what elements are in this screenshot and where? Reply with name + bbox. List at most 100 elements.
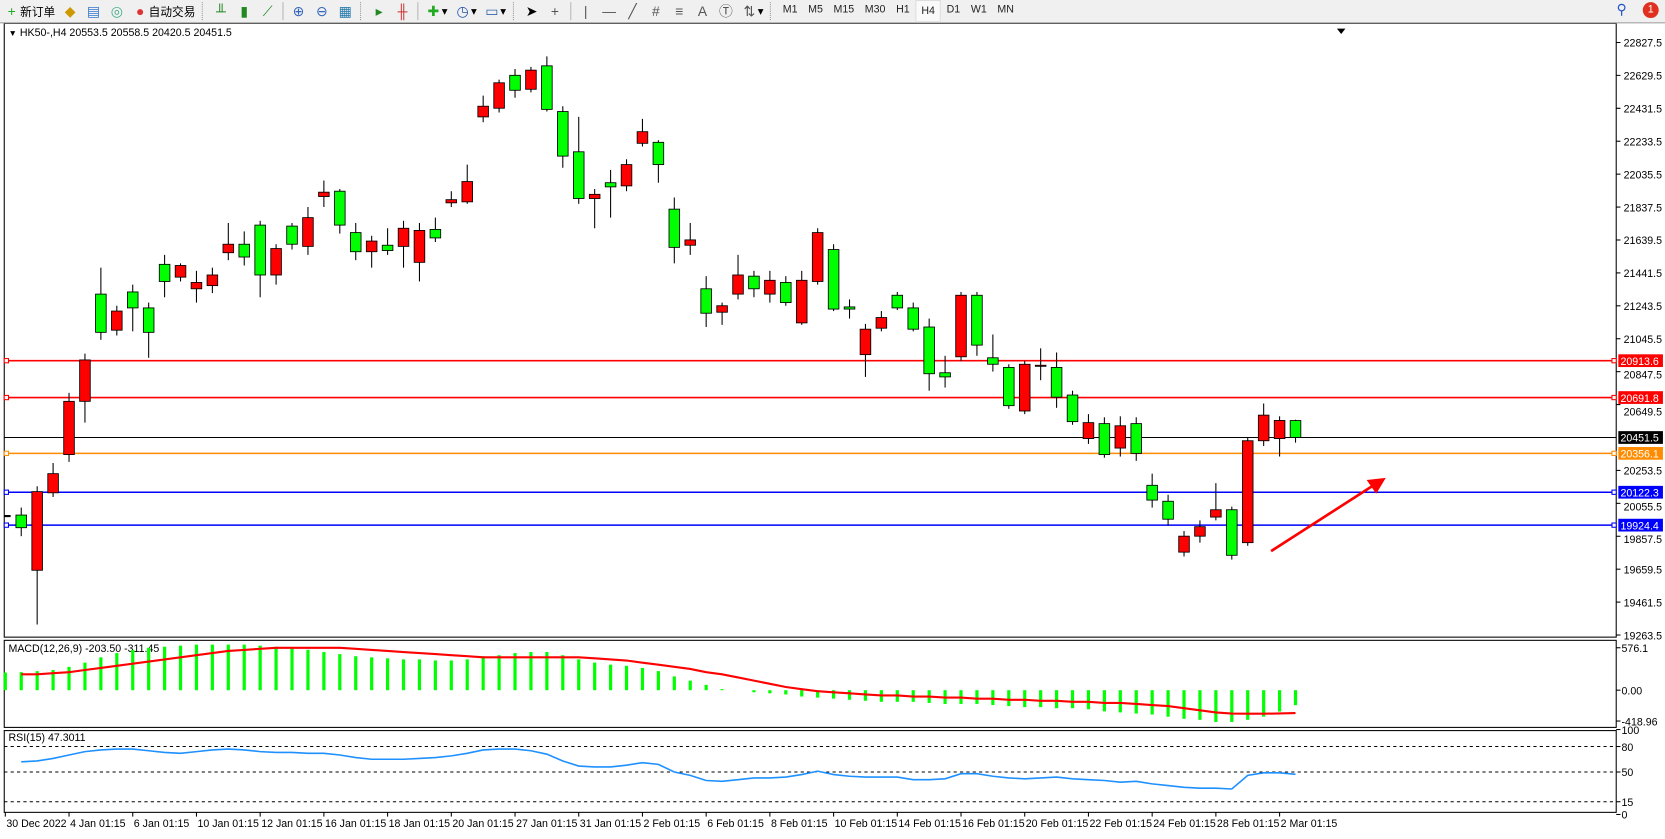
bullish-candle (1257, 414, 1270, 442)
text-label-button[interactable]: Ⓣ (714, 1, 737, 21)
main-panel (3, 23, 1617, 638)
bearish-candle (891, 294, 904, 309)
auto-trading-icon: ● (135, 2, 145, 19)
price-tick-label: 21639.5 (1624, 235, 1662, 247)
zoom-in-button[interactable]: ⊕ (287, 1, 310, 21)
timeframe-d1[interactable]: D1 (946, 4, 961, 16)
macd-tick-label: 0.00 (1622, 685, 1643, 697)
bullish-candle (397, 227, 410, 247)
price-level-label: 20356.1 (1620, 449, 1658, 461)
date-label: 10 Feb 01:15 (835, 818, 898, 830)
timeframe-mn[interactable]: MN (997, 4, 1014, 16)
new-order-button[interactable]: + 新订单 (0, 1, 58, 21)
price-tick-label: 20847.5 (1624, 370, 1662, 382)
auto-trading-label: 自动交易 (148, 5, 196, 19)
timeframe-m1[interactable]: M1 (782, 4, 798, 16)
price-tick-label: 21441.5 (1624, 268, 1662, 280)
crosshair-button[interactable]: + (543, 1, 566, 21)
periods-icon: ◷ (456, 2, 469, 19)
toolbar-grip[interactable] (201, 2, 206, 21)
bullish-candle (1018, 363, 1031, 412)
templates-button[interactable]: ▭ ▾ (485, 2, 507, 19)
text-icon: A (697, 2, 708, 19)
timeframe-h1[interactable]: H1 (896, 4, 910, 16)
zoom-out-icon: ⊖ (315, 2, 328, 19)
bullish-candle (493, 82, 505, 109)
bearish-candle (780, 282, 792, 304)
line-chart-icon: ⟋ (262, 2, 273, 19)
date-label: 6 Feb 01:15 (707, 818, 764, 830)
date-label: 30 Dec 2022 (6, 818, 66, 830)
zoom-out-button[interactable]: ⊖ (310, 1, 333, 21)
indicators-button[interactable]: ✚ ▾ (422, 1, 451, 21)
bar-chart-button[interactable]: ╨ (209, 1, 232, 21)
date-label: 6 Jan 01:15 (134, 818, 190, 830)
date-label: 20 Feb 01:15 (1026, 818, 1089, 830)
market-watch-button[interactable]: ◆ (58, 1, 81, 21)
autoscroll-button[interactable]: ▸ (367, 1, 390, 21)
chart-area[interactable]: 20913.6 20691.8 20451.5 20356.1 20122.3 19924… (0, 23, 1665, 839)
price-tick-label: 21837.5 (1624, 202, 1662, 214)
toolbar: + 新订单 ◆ ▤ ◎ ● 自动交易 ╨ ▮ ⟋ ⊕ ⊖ ▦ ▸ ╫ ✚ ▾ ◷ ▾ ▭… (0, 0, 1665, 24)
bullish-candle (1034, 364, 1047, 367)
bullish-candle (79, 359, 91, 402)
equidistant-channel-icon: # (651, 2, 660, 19)
bullish-candle (318, 191, 330, 197)
collapse-triangle-icon[interactable]: ▼ (8, 28, 17, 39)
horizontal-line-button[interactable]: — (597, 1, 620, 21)
signals-button[interactable]: ◎ (105, 1, 128, 21)
text-button[interactable]: A (691, 1, 714, 21)
data-window-button[interactable]: ▤ (82, 1, 105, 21)
vertical-line-button[interactable]: | (574, 1, 597, 21)
bullish-candle (1210, 509, 1222, 518)
toolbar-grip[interactable] (512, 2, 516, 21)
timeframe-w1[interactable]: W1 (970, 4, 987, 16)
price-tick-label: 22827.5 (1624, 38, 1662, 50)
timeframe-m15[interactable]: M15 (833, 4, 855, 16)
bullish-candle (1194, 526, 1206, 537)
trendline-button[interactable]: ╱ (621, 1, 644, 21)
chart-header: ▼ HK50-,H4 20553.5 20558.5 20420.5 20451… (8, 28, 231, 40)
fibonacci-button[interactable]: ≡ (668, 1, 691, 21)
timeframe-m5[interactable]: M5 (808, 4, 823, 16)
bullish-candle (1114, 425, 1127, 449)
cursor-button[interactable]: ➤ (520, 1, 543, 21)
toolbar-grip[interactable] (359, 2, 364, 21)
rsi-line (21, 748, 1296, 790)
notification-badge[interactable]: 1 (1642, 1, 1659, 18)
arrows-button[interactable]: ⇅ ▾ (738, 1, 767, 21)
timeframe-m30[interactable]: M30 (864, 4, 886, 16)
periods-button[interactable]: ◷ ▾ (451, 1, 480, 21)
date-label: 18 Jan 01:15 (389, 818, 450, 830)
bullish-candle (477, 105, 489, 118)
macd-tick-label: 576.1 (1622, 643, 1649, 655)
bearish-candle (573, 151, 585, 199)
candlestick-button[interactable]: ▮ (233, 1, 256, 21)
bullish-candle (716, 305, 728, 313)
auto-trading-button[interactable]: ● 自动交易 (128, 1, 198, 21)
timeframe-h4[interactable]: H4 (914, 0, 942, 23)
tile-windows-icon: ▦ (338, 2, 352, 19)
zoom-in-icon: ⊕ (292, 2, 305, 19)
line-chart-button[interactable]: ⟋ (256, 1, 279, 21)
toolbar-grip[interactable] (770, 2, 774, 21)
bullish-candle (811, 232, 824, 282)
rsi-tick-label: 100 (1622, 725, 1640, 737)
price-level-label: 20122.3 (1620, 487, 1658, 499)
chart-shift-button[interactable]: ╫ (391, 1, 414, 21)
price-tick-label: 20055.5 (1624, 501, 1662, 513)
bullish-candle (31, 491, 43, 571)
bearish-candle (254, 224, 266, 276)
fibonacci-icon: ≡ (675, 2, 684, 19)
search-icon[interactable]: ⚲ (1616, 1, 1627, 17)
bullish-candle (636, 131, 649, 144)
date-label: 4 Jan 01:15 (70, 818, 126, 830)
trend-arrow-head-icon (1366, 477, 1386, 494)
equidistant-channel-button[interactable]: # (644, 1, 667, 21)
level-handle (3, 358, 10, 364)
bullish-candle (206, 274, 219, 287)
bullish-candle (47, 473, 59, 494)
bearish-candle (700, 288, 712, 314)
bullish-candle (365, 240, 378, 253)
tile-windows-button[interactable]: ▦ (333, 1, 356, 21)
